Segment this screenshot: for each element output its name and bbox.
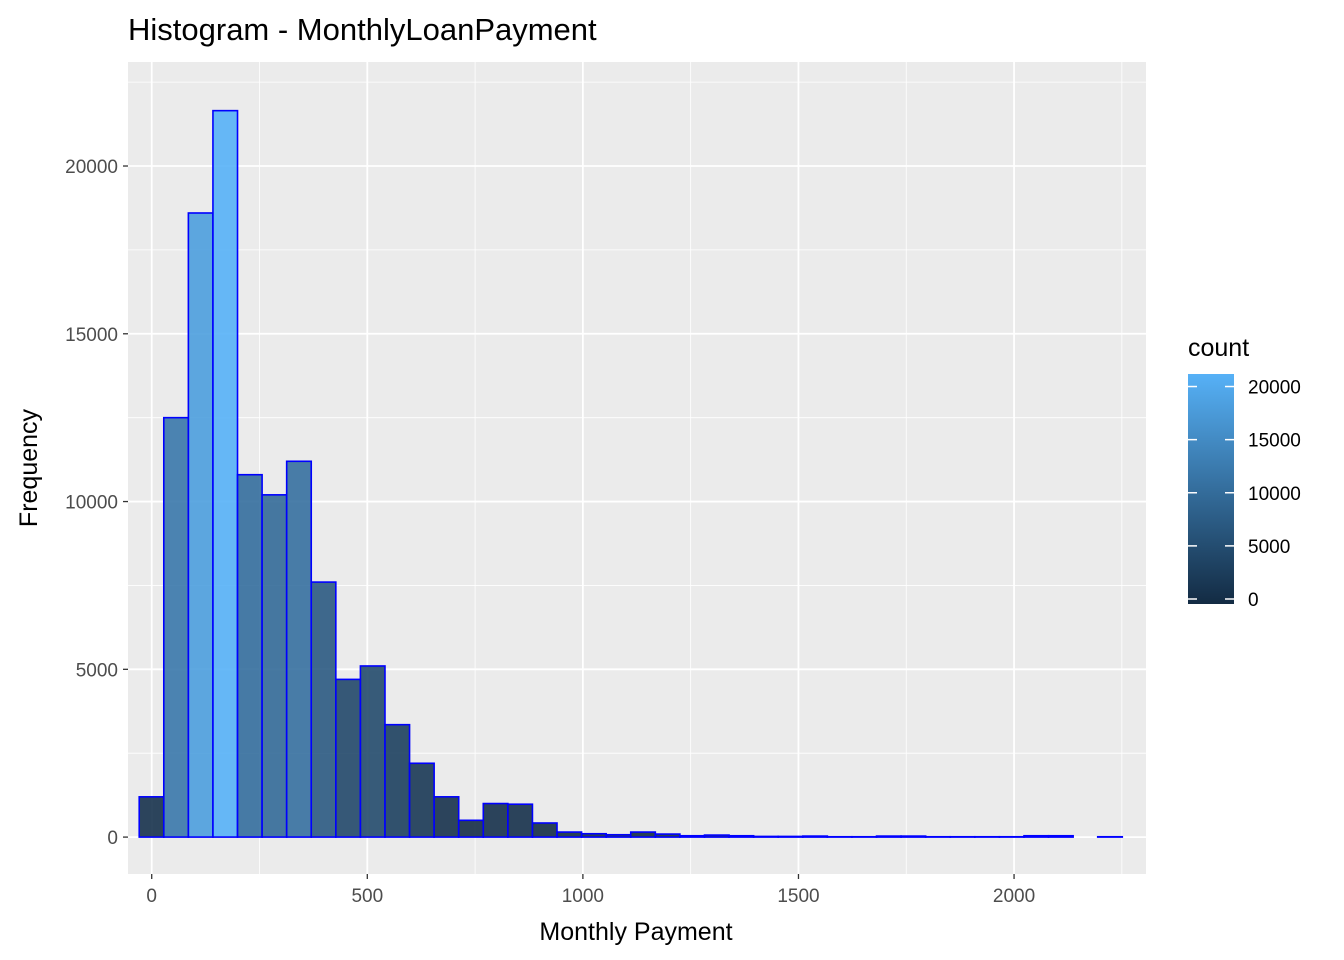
histogram-bar — [679, 834, 706, 838]
legend-tick-label: 0 — [1248, 590, 1259, 611]
histogram-bar — [162, 416, 190, 838]
histogram-bar — [482, 802, 509, 838]
histogram-bar — [875, 835, 902, 838]
histogram-bar — [605, 833, 632, 838]
y-axis: 0 5000 10000 15000 20000 — [65, 157, 128, 849]
histogram-bar — [507, 803, 534, 838]
y-tick-label: 0 — [107, 828, 118, 849]
histogram-bar — [335, 678, 362, 838]
x-tick-label: 1500 — [777, 886, 819, 907]
histogram-bar — [433, 796, 460, 838]
legend-tick-label: 20000 — [1248, 378, 1301, 399]
histogram-bar — [408, 762, 435, 838]
x-tick-label: 0 — [146, 886, 157, 907]
histogram-bar — [1023, 834, 1050, 838]
histogram-bar — [457, 819, 485, 838]
color-legend: count 0 5000 10000 15000 20000 — [1188, 334, 1301, 611]
legend-tick-label: 5000 — [1248, 537, 1290, 558]
x-axis: 0 500 1000 1500 2000 — [146, 874, 1035, 907]
x-axis-title: Monthly Payment — [539, 918, 732, 946]
histogram-bar — [580, 832, 607, 838]
grid-lines — [128, 62, 1146, 874]
y-tick-label: 20000 — [65, 157, 118, 178]
histogram-bar — [556, 831, 583, 838]
chart-title: Histogram - MonthlyLoanPayment — [128, 12, 597, 47]
x-tick-label: 2000 — [993, 886, 1035, 907]
histogram-bar — [384, 723, 411, 838]
x-tick-label: 1000 — [562, 886, 604, 907]
y-tick-label: 5000 — [76, 660, 118, 681]
legend-colorbar — [1188, 374, 1234, 604]
legend-title: count — [1188, 334, 1249, 362]
histogram-bar — [801, 835, 829, 838]
histogram-bar — [728, 834, 755, 838]
histogram-bar — [359, 665, 386, 838]
histogram-bar — [310, 581, 337, 838]
legend-tick-label: 10000 — [1248, 484, 1301, 505]
histogram-bar — [212, 109, 239, 838]
histogram-bar — [1047, 834, 1074, 838]
histogram-bar — [187, 212, 214, 838]
histogram-bar — [752, 835, 780, 838]
legend-tick-label: 15000 — [1248, 431, 1301, 452]
histogram-bar — [654, 833, 681, 838]
histogram-bar — [285, 460, 313, 838]
y-tick-label: 15000 — [65, 325, 118, 346]
histogram-bar — [138, 796, 165, 838]
y-tick-label: 10000 — [65, 493, 118, 514]
x-tick-label: 500 — [351, 886, 383, 907]
histogram-bar — [703, 834, 730, 838]
histogram-bar — [900, 835, 927, 838]
histogram-bar — [531, 822, 558, 838]
histogram-bar — [261, 494, 288, 838]
histogram-bar — [777, 835, 804, 838]
histogram-bar — [236, 473, 263, 838]
histogram-bars — [138, 109, 1124, 838]
y-axis-title: Frequency — [15, 408, 43, 527]
histogram-bar — [629, 831, 657, 838]
